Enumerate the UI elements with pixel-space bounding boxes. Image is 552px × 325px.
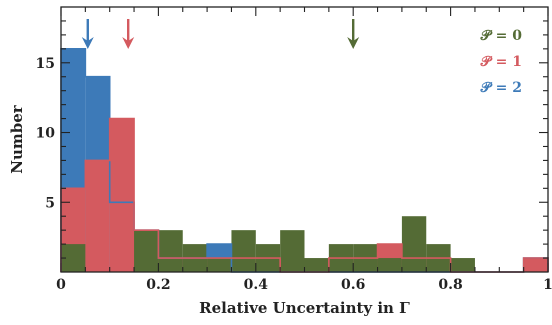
bar-p0-bin-3 bbox=[134, 230, 159, 272]
arrow-p1 bbox=[122, 19, 135, 49]
histogram-bars bbox=[61, 48, 548, 273]
bar-p0-bin-16 bbox=[450, 258, 475, 272]
bar-p0-bin-4 bbox=[158, 230, 183, 272]
legend: 𝒫 = 0 𝒫 = 1 𝒫 = 2 bbox=[480, 28, 523, 96]
bar-p1-bin-2 bbox=[109, 118, 135, 272]
y-axis-label: Number bbox=[8, 104, 26, 174]
x-tick-label-3: 0.6 bbox=[341, 277, 365, 293]
x-tick-label-5: 1 bbox=[543, 277, 552, 293]
x-tick-label-4: 0.8 bbox=[438, 277, 462, 293]
arrow-p0 bbox=[347, 19, 360, 49]
bar-p0-bin-10 bbox=[304, 258, 329, 272]
bar-p0-bin-6 bbox=[207, 258, 232, 272]
legend-entry-p1: 𝒫 = 1 bbox=[480, 54, 522, 70]
bar-p0-bin-7 bbox=[231, 230, 256, 272]
legend-entry-p0: 𝒫 = 0 bbox=[480, 28, 523, 44]
x-tick-label-0: 0 bbox=[56, 277, 66, 293]
bar-p0-bin-14 bbox=[401, 216, 427, 272]
y-tick-label-1: 10 bbox=[36, 126, 56, 142]
x-tick-label-1: 0.2 bbox=[146, 277, 170, 293]
bar-p1-bin-19 bbox=[523, 258, 548, 272]
legend-entry-p2: 𝒫 = 2 bbox=[480, 80, 522, 96]
y-tick-label-0: 5 bbox=[45, 195, 55, 211]
bar-p0-bin-9 bbox=[280, 230, 305, 272]
x-tick-label-2: 0.4 bbox=[244, 277, 269, 293]
arrow-p2 bbox=[81, 19, 94, 49]
bar-p0-bin-13 bbox=[377, 258, 402, 272]
x-axis-label: Relative Uncertainty in Γ bbox=[199, 299, 410, 317]
y-tick-label-2: 15 bbox=[36, 56, 55, 72]
median-arrows bbox=[81, 19, 360, 49]
bar-p1-bin-1 bbox=[85, 160, 110, 272]
